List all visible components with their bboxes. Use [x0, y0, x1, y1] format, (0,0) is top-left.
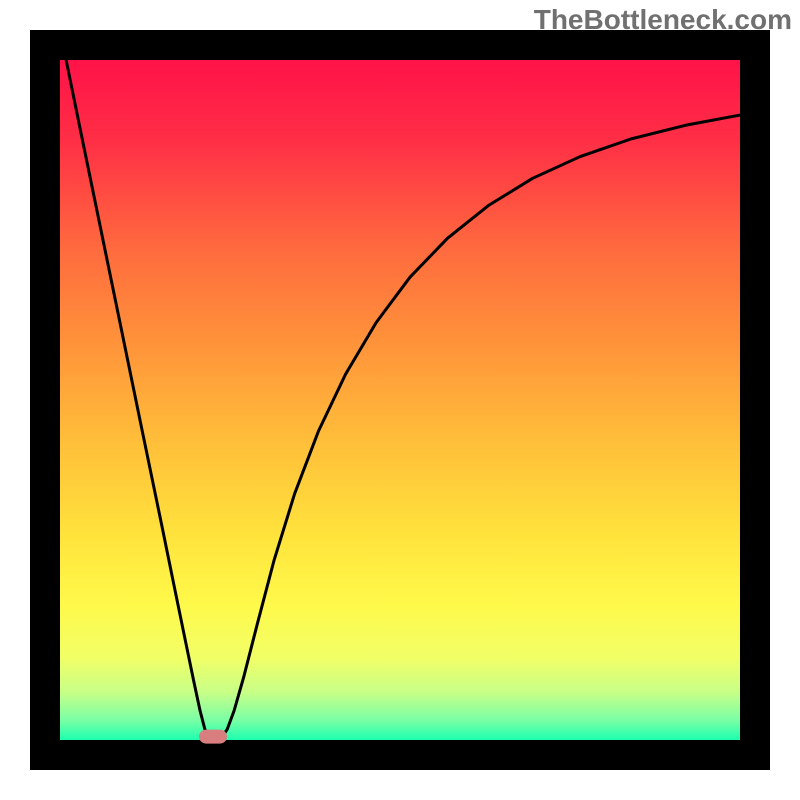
chart-container: TheBottleneck.com — [0, 0, 800, 800]
chart-svg — [0, 0, 800, 800]
watermark-text: TheBottleneck.com — [534, 4, 792, 36]
optimal-marker — [199, 730, 227, 744]
plot-background — [60, 60, 740, 740]
